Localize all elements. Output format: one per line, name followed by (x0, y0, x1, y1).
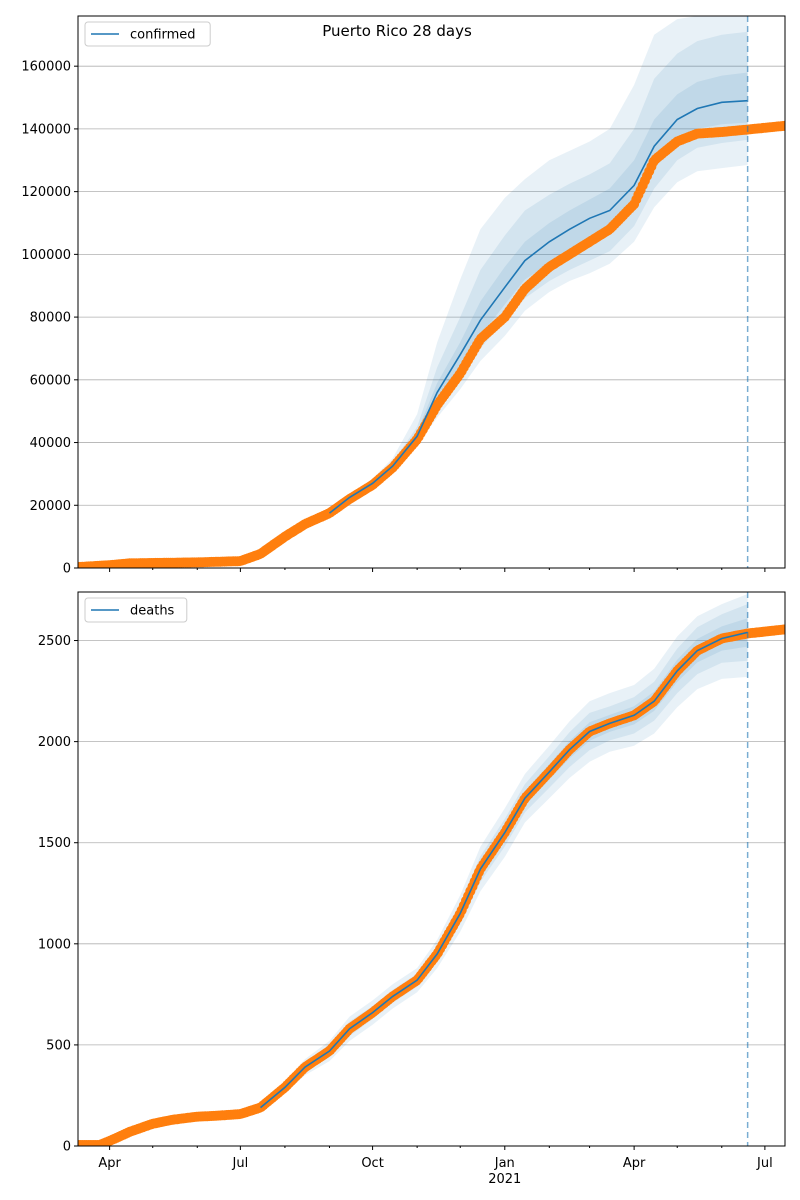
model-line (329, 99, 748, 514)
y-tick-label: 2000 (38, 735, 71, 750)
x-tick-label: Jan (494, 1156, 515, 1171)
legend-box (84, 21, 211, 47)
observed-series (78, 624, 785, 1146)
plot-area (78, 16, 785, 568)
y-tick-label: 0 (63, 562, 71, 577)
x-tick-label: Apr (623, 1156, 646, 1171)
legend-box (84, 597, 188, 623)
uncertainty-band-1 (329, 16, 748, 515)
deaths-panel: 0 500 1000 1500 2000 2500 deaths (38, 591, 786, 1155)
observed-point (780, 624, 785, 635)
y-tick-label: 100000 (21, 248, 71, 263)
observed-series (78, 120, 785, 568)
y-tick-label: 60000 (30, 373, 71, 388)
observed-point (780, 120, 785, 131)
y-tick-label: 20000 (30, 499, 71, 514)
y-tick-label: 40000 (30, 436, 71, 451)
y-tick-label: 500 (46, 1038, 71, 1053)
legend: confirmed (84, 21, 211, 47)
y-tick-label: 1500 (38, 836, 71, 851)
legend: deaths (84, 597, 188, 623)
legend-label: deaths (130, 604, 175, 619)
uncertainty-band-2 (260, 604, 748, 1110)
axes-frame (77, 15, 786, 569)
chart-title: Puerto Rico 28 days (322, 22, 472, 40)
y-tick-label: 140000 (21, 122, 71, 137)
x-tick-label: Jul (232, 1156, 249, 1171)
y-tick-label: 2500 (38, 634, 71, 649)
x-tick-label: Jul (756, 1156, 773, 1171)
x-tick-year-label: 2021 (488, 1172, 521, 1187)
y-tick-label: 1000 (38, 937, 71, 952)
model-line (259, 631, 748, 1109)
y-tick-label: 120000 (21, 185, 71, 200)
y-tick-label: 160000 (21, 60, 71, 75)
legend-label: confirmed (130, 28, 196, 43)
y-tick-label: 80000 (30, 311, 71, 326)
y-tick-label: 0 (63, 1140, 71, 1155)
x-tick-label: Apr (98, 1156, 121, 1171)
x-tick-label: Oct (361, 1156, 383, 1171)
uncertainty-band-1 (260, 594, 748, 1112)
axes-frame (77, 591, 786, 1147)
confirmed-panel: 0 20000 40000 60000 80000 100000 120000 140000 1… (21, 15, 786, 577)
plot-area (78, 592, 785, 1146)
